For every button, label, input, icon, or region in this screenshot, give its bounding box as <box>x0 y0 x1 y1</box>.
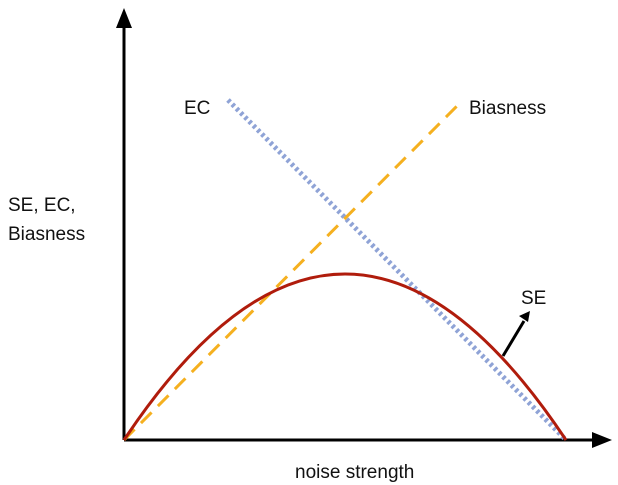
y-axis-arrowhead-icon <box>116 8 132 28</box>
biasness-line <box>122 101 462 442</box>
ec-label: EC <box>184 98 210 119</box>
x-axis-label: noise strength <box>295 462 414 483</box>
se-label: SE <box>521 288 546 309</box>
biasness-label: Biasness <box>469 98 546 119</box>
se-pointer-arrowhead-icon <box>519 311 530 322</box>
x-axis-arrowhead-icon <box>592 432 612 448</box>
ec-line <box>226 98 568 442</box>
y-axis-label-line-2: Biasness <box>8 224 85 245</box>
y-axis-label-line-1: SE, EC, <box>8 195 76 216</box>
se-pointer-arrow <box>501 320 526 357</box>
se-curve <box>122 272 568 441</box>
